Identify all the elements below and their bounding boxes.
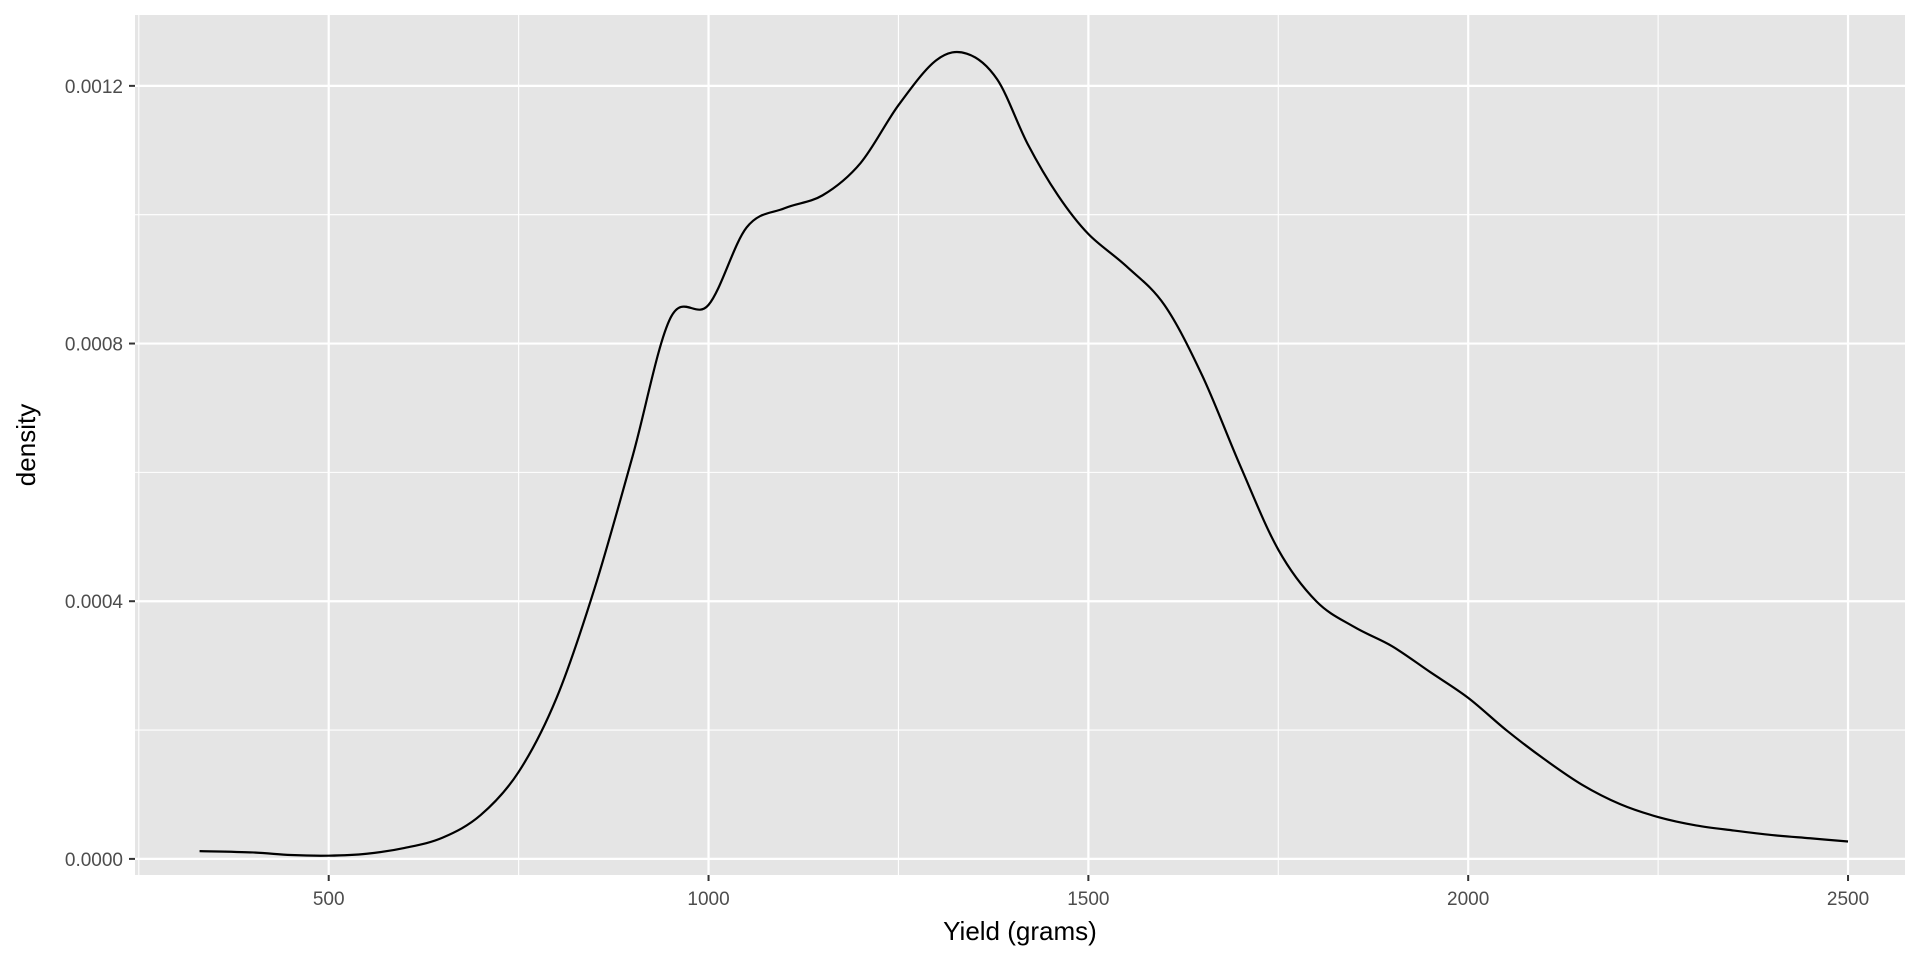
y-axis-title: density bbox=[11, 404, 41, 486]
x-axis: 500 1000 1500 2000 2500 bbox=[313, 875, 1869, 910]
x-tick-label: 2000 bbox=[1447, 889, 1489, 910]
y-tick-label: 0.0000 bbox=[65, 850, 123, 871]
major-gridlines bbox=[135, 15, 1905, 875]
x-tick-label: 2500 bbox=[1827, 889, 1869, 910]
x-tick-label: 500 bbox=[313, 889, 345, 910]
plot-panel bbox=[135, 15, 1905, 875]
y-tick-label: 0.0012 bbox=[65, 77, 123, 98]
y-tick-label: 0.0008 bbox=[65, 335, 123, 356]
x-tick-label: 1000 bbox=[687, 889, 729, 910]
density-line bbox=[199, 50, 1849, 857]
x-tick-label: 1500 bbox=[1067, 889, 1109, 910]
series-layer bbox=[199, 50, 1849, 857]
y-axis: 0.0000 0.0004 0.0008 0.0012 bbox=[65, 77, 135, 871]
y-tick-label: 0.0004 bbox=[65, 592, 124, 613]
x-axis-title: Yield (grams) bbox=[943, 916, 1097, 946]
minor-gridlines bbox=[135, 15, 1905, 875]
